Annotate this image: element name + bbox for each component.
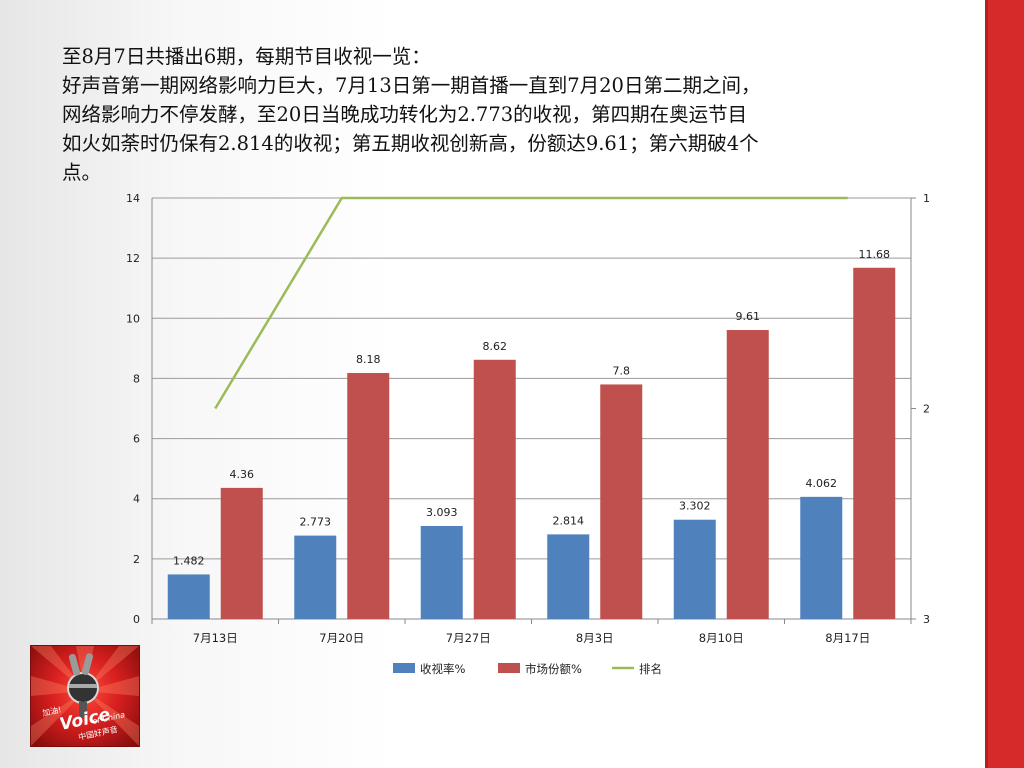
bar-share: [600, 384, 643, 619]
y-tick-label: 2: [133, 553, 140, 566]
legend-swatch: [498, 663, 520, 673]
data-label-share: 4.36: [230, 468, 255, 481]
bar-share: [347, 373, 390, 619]
data-label-rating: 2.814: [553, 514, 585, 527]
line-rank: [214, 196, 848, 410]
data-label-rating: 3.093: [426, 506, 458, 519]
legend-label: 收视率%: [420, 662, 465, 676]
intro-line: 点。: [62, 161, 102, 184]
bar-rating: [294, 535, 337, 619]
bar-rating: [800, 496, 843, 619]
logo-graphic: 加油! Voice of China 中国好声音: [31, 646, 139, 746]
bar-share: [726, 330, 769, 619]
intro-line: 至8月7日共播出6期，每期节目收视一览：: [62, 45, 431, 68]
y-tick-label: 8: [133, 372, 140, 385]
data-label-share: 8.62: [483, 340, 508, 353]
y-tick-label: 10: [126, 312, 140, 325]
bar-share: [220, 487, 263, 619]
y-tick-label: 0: [133, 613, 140, 626]
intro-text: 至8月7日共播出6期，每期节目收视一览： 好声音第一期网络影响力巨大，7月13日…: [62, 42, 967, 187]
y-tick-label: 14: [126, 192, 140, 205]
voice-of-china-logo: 加油! Voice of China 中国好声音: [30, 645, 140, 747]
data-label-share: 11.68: [859, 248, 891, 261]
legend-label: 市场份额%: [525, 662, 582, 676]
data-label-rating: 3.302: [679, 500, 711, 513]
data-label-rating: 4.062: [806, 477, 838, 490]
y-tick-label: 12: [126, 252, 140, 265]
data-label-share: 9.61: [736, 310, 761, 323]
intro-line: 好声音第一期网络影响力巨大，7月13日第一期首播一直到7月20日第二期之间，: [62, 74, 761, 97]
bar-rating: [673, 519, 716, 619]
logo-text-top: 加油!: [41, 704, 62, 718]
bar-share: [853, 267, 896, 619]
y-tick-label: 6: [133, 433, 140, 446]
y-right-tick-label: 2: [923, 403, 930, 416]
bar-rating: [420, 525, 463, 619]
x-tick-label: 7月27日: [446, 631, 491, 645]
intro-line: 如火如荼时仍保有2.814的收视；第五期收视创新高，份额达9.61；第六期破4个: [62, 132, 759, 155]
y-right-tick-label: 1: [923, 192, 930, 205]
data-label-share: 8.18: [356, 353, 381, 366]
x-tick-label: 8月10日: [699, 631, 744, 645]
x-tick-label: 7月13日: [193, 631, 238, 645]
data-label-share: 7.8: [613, 364, 631, 377]
right-accent-band: [985, 0, 1024, 768]
legend-swatch: [393, 663, 415, 673]
bar-rating: [167, 574, 210, 619]
x-tick-label: 7月20日: [319, 631, 364, 645]
data-label-rating: 1.482: [173, 554, 205, 567]
bar-share: [473, 359, 516, 619]
x-tick-label: 8月3日: [576, 631, 614, 645]
data-label-rating: 2.773: [300, 516, 332, 529]
y-tick-label: 4: [133, 493, 140, 506]
microphone-hand-icon: [67, 653, 99, 718]
y-right-tick-label: 3: [923, 613, 930, 626]
intro-line: 网络影响力不停发酵，至20日当晚成功转化为2.773的收视，第四期在奥运节目: [62, 103, 748, 126]
legend-label: 排名: [639, 662, 662, 676]
x-tick-label: 8月17日: [825, 631, 870, 645]
bar-rating: [547, 534, 590, 619]
